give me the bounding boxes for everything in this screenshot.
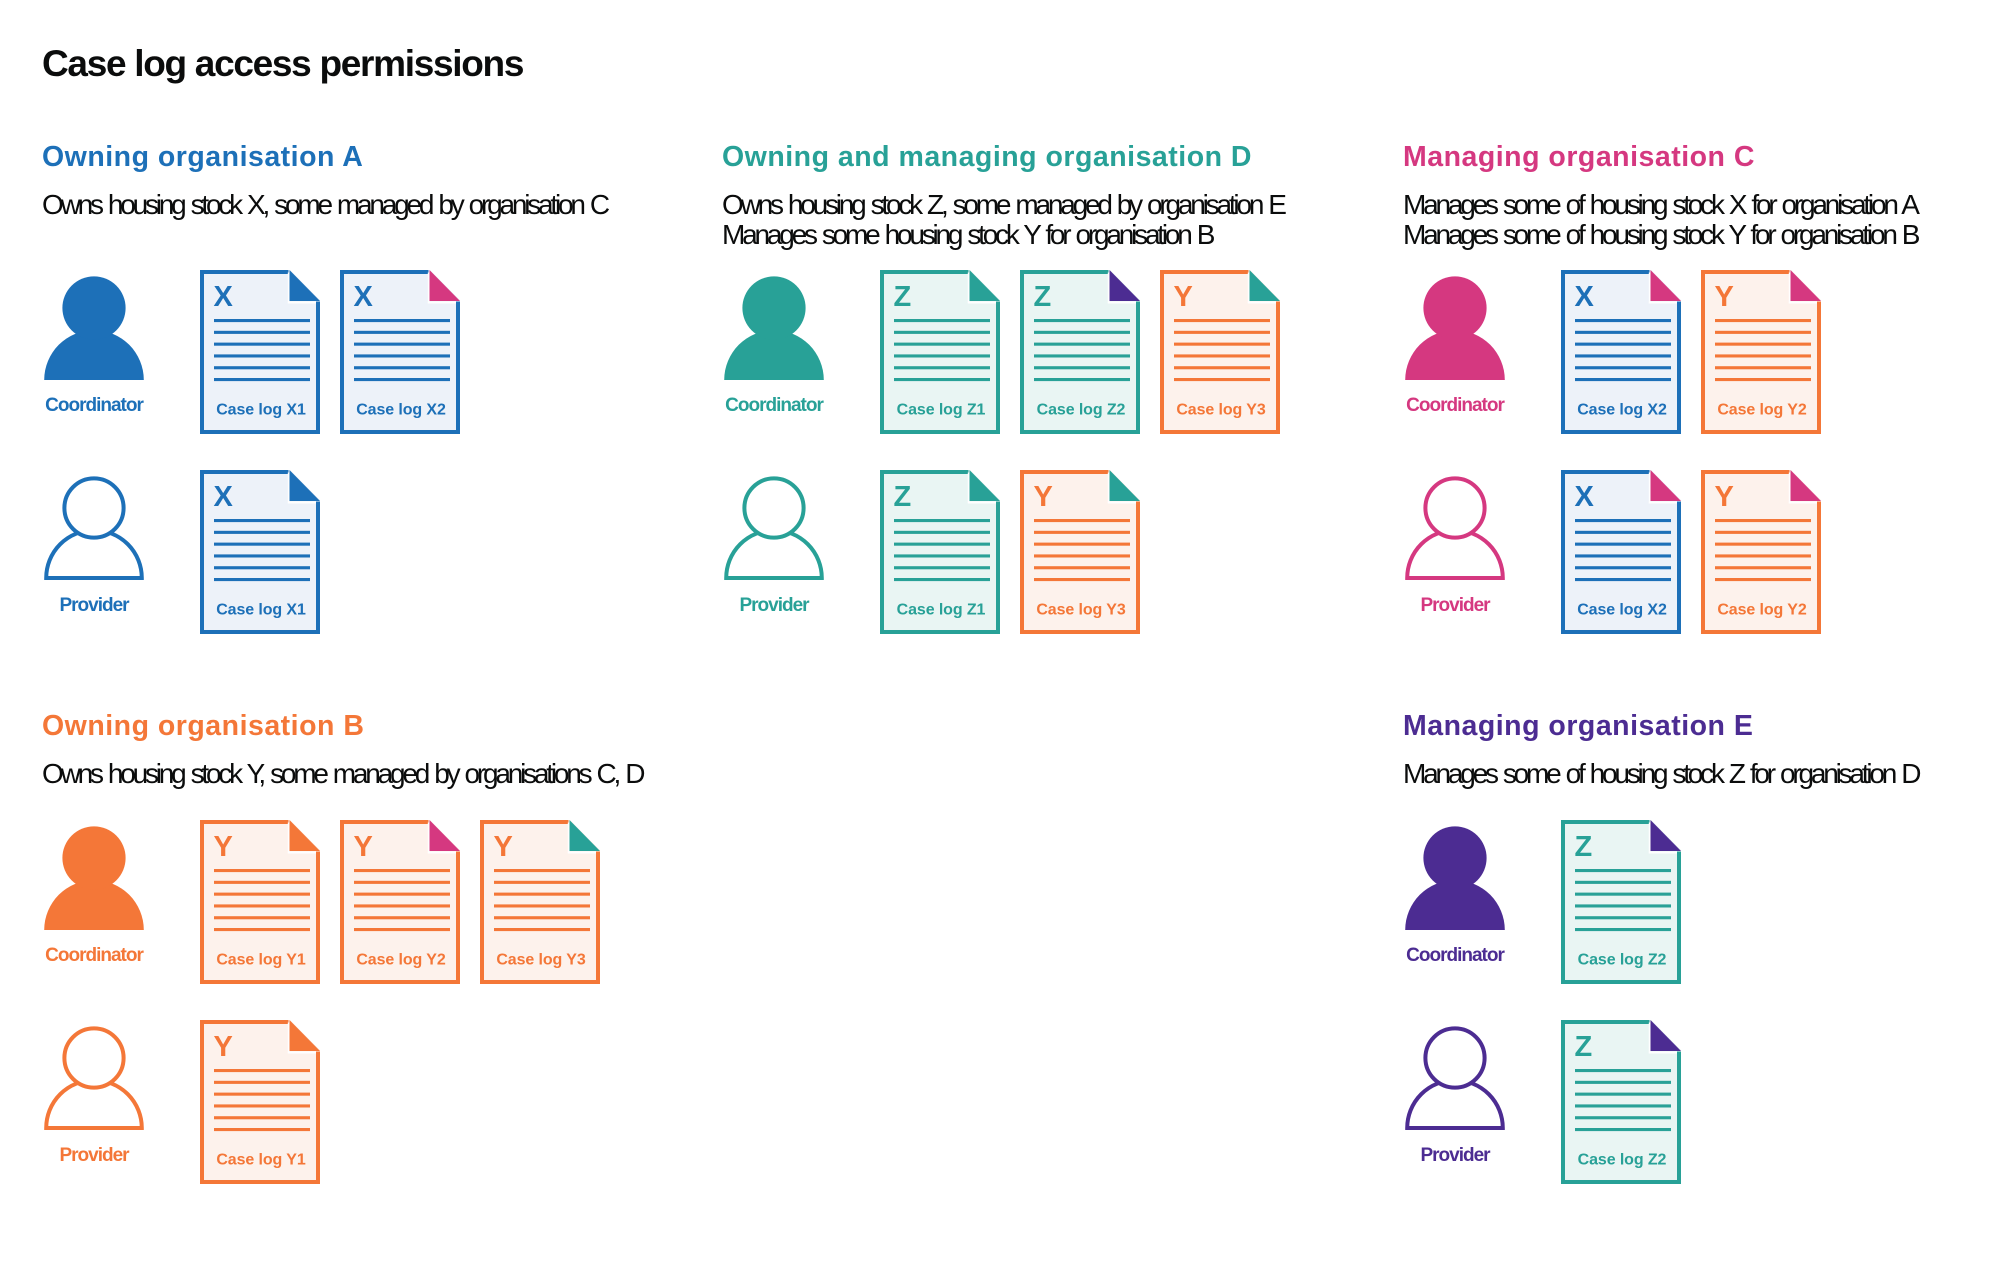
svg-text:Y: Y [1034,481,1053,513]
svg-text:Z: Z [1575,831,1593,863]
svg-text:Case log Y1: Case log Y1 [216,1152,306,1169]
svg-text:Case log Y3: Case log Y3 [1176,402,1266,419]
svg-text:Y: Y [214,1031,233,1063]
svg-text:X: X [214,281,234,313]
svg-text:Case log X2: Case log X2 [1577,402,1667,419]
svg-text:Case log Y1: Case log Y1 [216,952,306,969]
svg-text:X: X [214,481,234,513]
svg-text:Y: Y [494,831,513,863]
svg-text:Y: Y [1715,281,1734,313]
svg-text:Case log Z2: Case log Z2 [1578,952,1667,969]
svg-text:Case log Z1: Case log Z1 [897,402,986,419]
svg-text:Case log Y2: Case log Y2 [1717,402,1807,419]
svg-text:Case log Z2: Case log Z2 [1578,1152,1667,1169]
svg-text:Case log Z1: Case log Z1 [897,602,986,619]
svg-text:Case log X1: Case log X1 [216,402,306,419]
svg-text:Case log X2: Case log X2 [1577,602,1667,619]
svg-text:Y: Y [214,831,233,863]
svg-text:X: X [1575,281,1595,313]
svg-text:Y: Y [1174,281,1193,313]
svg-text:X: X [1575,481,1595,513]
svg-text:Y: Y [354,831,373,863]
svg-text:Z: Z [894,281,912,313]
svg-text:Case log X2: Case log X2 [356,402,446,419]
svg-text:Case log Y2: Case log Y2 [1717,602,1807,619]
svg-text:Case log Y3: Case log Y3 [496,952,586,969]
svg-text:Z: Z [894,481,912,513]
svg-text:Case log X1: Case log X1 [216,602,306,619]
svg-text:Case log Y2: Case log Y2 [356,952,446,969]
svg-text:Z: Z [1575,1031,1593,1063]
svg-text:Case log Z2: Case log Z2 [1037,402,1126,419]
svg-text:X: X [354,281,374,313]
svg-text:Case log Y3: Case log Y3 [1036,602,1126,619]
svg-text:Z: Z [1034,281,1052,313]
svg-text:Y: Y [1715,481,1734,513]
